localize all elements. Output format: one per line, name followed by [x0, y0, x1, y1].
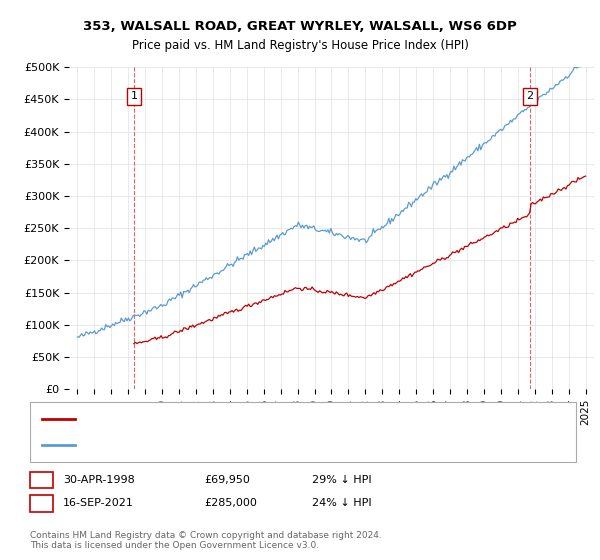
Text: 353, WALSALL ROAD, GREAT WYRLEY, WALSALL, WS6 6DP (detached house): 353, WALSALL ROAD, GREAT WYRLEY, WALSALL… [81, 414, 479, 424]
Text: Price paid vs. HM Land Registry's House Price Index (HPI): Price paid vs. HM Land Registry's House … [131, 39, 469, 52]
Text: 2: 2 [526, 91, 533, 101]
Text: 1: 1 [38, 475, 45, 485]
Text: 16-SEP-2021: 16-SEP-2021 [63, 498, 134, 508]
Text: £69,950: £69,950 [204, 475, 250, 485]
Text: 24% ↓ HPI: 24% ↓ HPI [312, 498, 371, 508]
Text: Contains HM Land Registry data © Crown copyright and database right 2024.
This d: Contains HM Land Registry data © Crown c… [30, 531, 382, 550]
Text: 29% ↓ HPI: 29% ↓ HPI [312, 475, 371, 485]
Text: 2: 2 [38, 498, 45, 508]
Text: £285,000: £285,000 [204, 498, 257, 508]
Text: 353, WALSALL ROAD, GREAT WYRLEY, WALSALL, WS6 6DP: 353, WALSALL ROAD, GREAT WYRLEY, WALSALL… [83, 20, 517, 32]
Text: 30-APR-1998: 30-APR-1998 [63, 475, 135, 485]
Text: HPI: Average price, detached house, South Staffordshire: HPI: Average price, detached house, Sout… [81, 440, 375, 450]
Text: 1: 1 [130, 91, 137, 101]
